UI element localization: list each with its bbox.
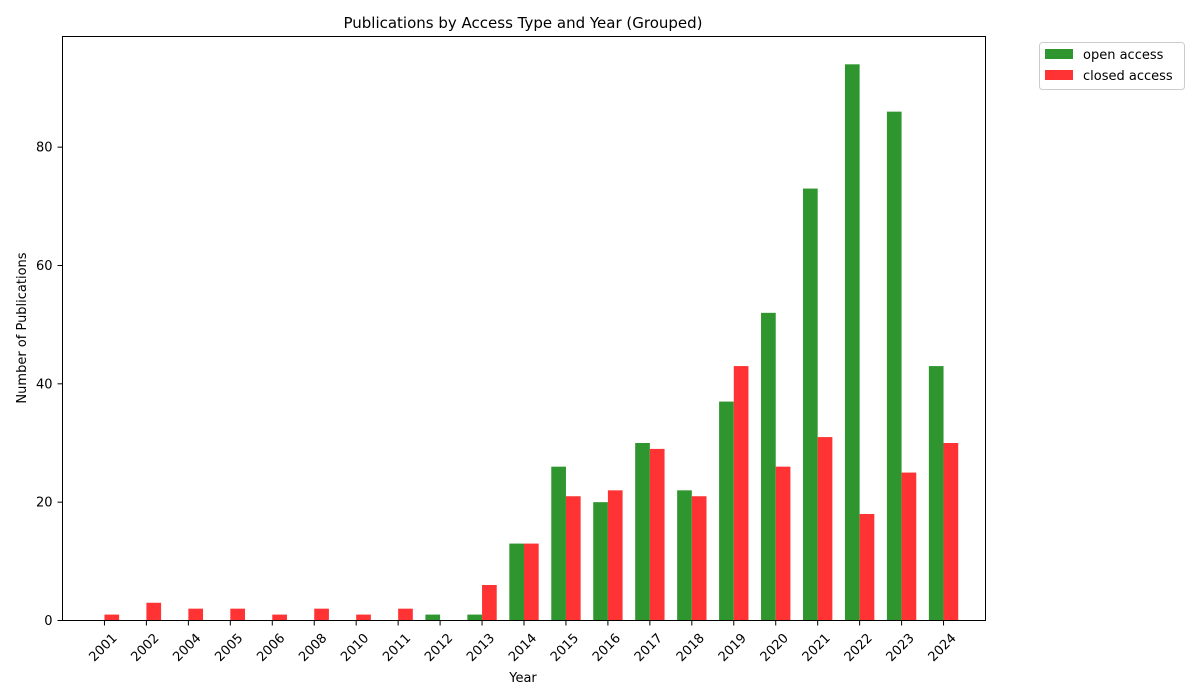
legend-frame — [1039, 42, 1185, 90]
bar-closed-access-2018 — [691, 496, 707, 621]
bar-open-access-2019 — [719, 401, 734, 621]
x-tick-label: 2002 — [128, 631, 162, 665]
bar-closed-access-2022 — [859, 513, 875, 621]
bar-open-access-2013 — [467, 614, 483, 621]
legend-label-closed-access: closed access — [1083, 69, 1173, 84]
x-tick-label: 2023 — [884, 631, 918, 665]
x-tick-label: 2006 — [254, 631, 288, 665]
bar-open-access-2016 — [593, 502, 608, 621]
bar-closed-access-2014 — [524, 543, 539, 621]
x-tick-label: 2024 — [926, 631, 960, 665]
bar-closed-access-2008 — [314, 608, 329, 621]
bar-open-access-2020 — [761, 312, 776, 621]
legend: open access closed access — [1039, 42, 1185, 90]
x-tick-label: 2017 — [632, 631, 666, 665]
bar-closed-access-2005 — [230, 608, 246, 621]
bar-closed-access-2019 — [733, 366, 749, 621]
bar-open-access-2021 — [802, 188, 818, 621]
bar-open-access-2023 — [886, 111, 902, 621]
bar-open-access-2017 — [635, 442, 650, 621]
bar-open-access-2012 — [425, 614, 441, 621]
bars-layer — [104, 64, 959, 621]
x-tick-label: 2019 — [716, 631, 750, 665]
x-tick-label: 2005 — [212, 631, 246, 665]
bar-closed-access-2006 — [272, 614, 287, 621]
legend-swatch-closed-access — [1045, 70, 1073, 80]
y-axis: 0 20 40 60 80 — [36, 141, 63, 629]
x-tick-label: 2021 — [800, 631, 834, 665]
y-tick-label: 0 — [44, 614, 52, 629]
legend-label-open-access: open access — [1083, 48, 1164, 63]
bar-closed-access-2013 — [482, 584, 497, 621]
x-tick-label: 2008 — [296, 631, 330, 665]
bar-closed-access-2002 — [146, 602, 162, 621]
bar-closed-access-2017 — [649, 448, 665, 621]
bar-closed-access-2023 — [901, 472, 917, 621]
bar-closed-access-2011 — [398, 608, 413, 621]
bar-open-access-2022 — [844, 64, 860, 621]
bar-closed-access-2024 — [943, 442, 959, 621]
chart-title: Publications by Access Type and Year (Gr… — [343, 14, 702, 32]
x-tick-label: 2013 — [464, 631, 498, 665]
legend-swatch-open-access — [1045, 49, 1073, 59]
bar-closed-access-2015 — [565, 496, 581, 621]
x-tick-label: 2018 — [674, 631, 708, 665]
bar-closed-access-2010 — [356, 614, 371, 621]
x-axis: 2001 2002 2004 2005 2006 2008 2010 2011 2012 2013… — [86, 620, 960, 665]
x-tick-label: 2020 — [758, 631, 792, 665]
bar-open-access-2024 — [928, 366, 944, 621]
bar-closed-access-2016 — [607, 490, 623, 621]
x-tick-label: 2001 — [86, 631, 120, 665]
y-tick-label: 80 — [36, 141, 53, 156]
x-axis-label: Year — [508, 671, 537, 686]
x-tick-label: 2016 — [590, 631, 624, 665]
y-tick-label: 60 — [36, 259, 53, 274]
x-tick-label: 2004 — [170, 631, 204, 665]
bar-closed-access-2020 — [775, 466, 791, 621]
x-tick-label: 2012 — [422, 631, 456, 665]
x-tick-label: 2015 — [548, 631, 582, 665]
x-tick-label: 2011 — [380, 631, 414, 665]
bar-closed-access-2021 — [817, 437, 833, 621]
bar-open-access-2018 — [677, 490, 692, 621]
y-tick-label: 40 — [36, 377, 53, 392]
bar-closed-access-2001 — [104, 614, 120, 621]
x-tick-label: 2010 — [338, 631, 372, 665]
y-axis-label: Number of Publications — [15, 252, 30, 403]
bar-closed-access-2004 — [188, 608, 204, 621]
x-tick-label: 2022 — [842, 631, 876, 665]
bar-open-access-2015 — [551, 466, 566, 621]
x-tick-label: 2014 — [506, 631, 540, 665]
bar-open-access-2014 — [509, 543, 524, 621]
y-tick-label: 20 — [36, 496, 53, 511]
